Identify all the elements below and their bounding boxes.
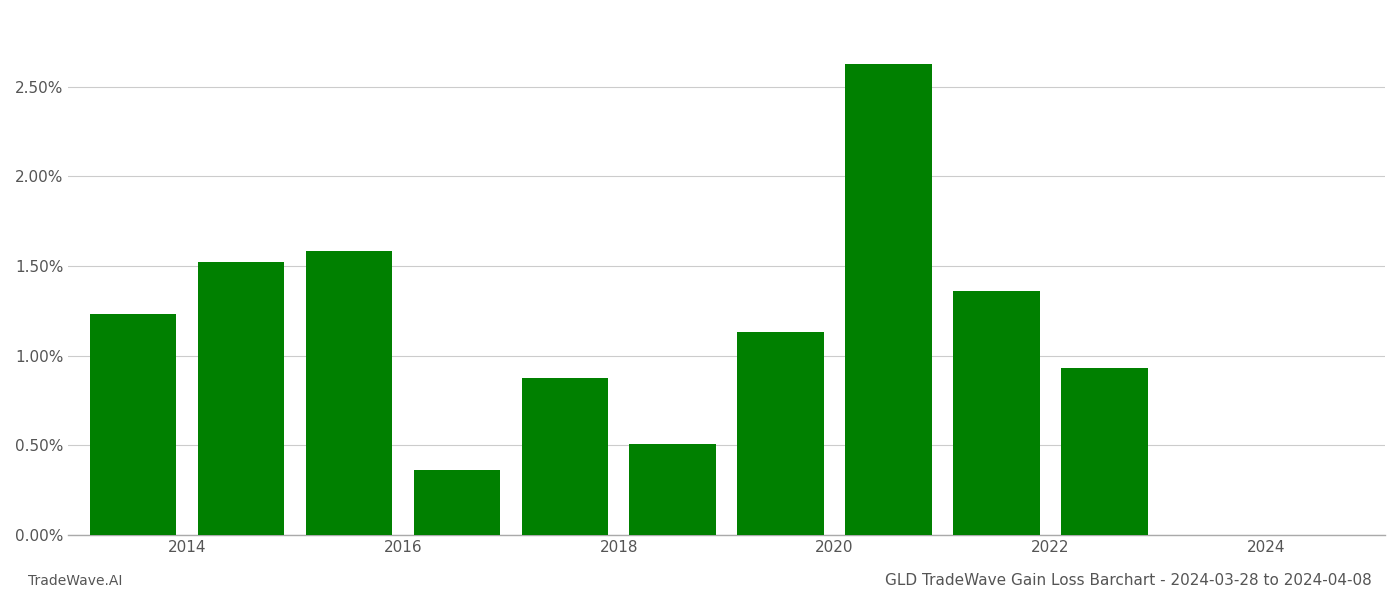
Bar xyxy=(953,291,1040,535)
Bar xyxy=(738,332,823,535)
Bar xyxy=(630,443,715,535)
Bar xyxy=(305,251,392,535)
Bar xyxy=(522,378,608,535)
Bar xyxy=(90,314,176,535)
Bar xyxy=(846,64,931,535)
Bar xyxy=(1061,368,1148,535)
Text: TradeWave.AI: TradeWave.AI xyxy=(28,574,122,588)
Text: GLD TradeWave Gain Loss Barchart - 2024-03-28 to 2024-04-08: GLD TradeWave Gain Loss Barchart - 2024-… xyxy=(885,573,1372,588)
Bar xyxy=(197,262,284,535)
Bar xyxy=(413,470,500,535)
